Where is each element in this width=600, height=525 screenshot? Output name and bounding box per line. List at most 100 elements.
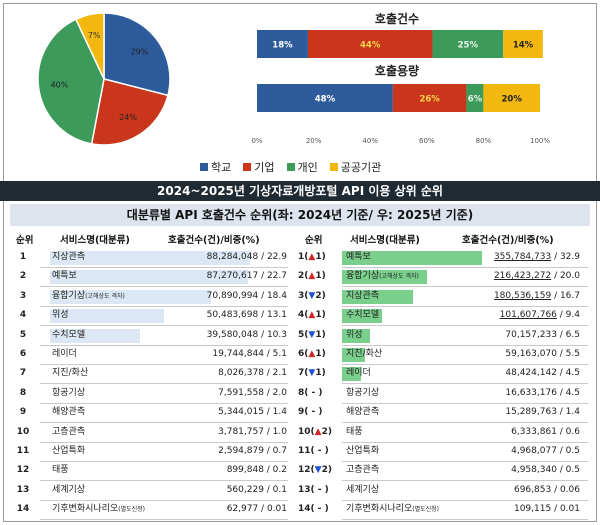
service-name: 수치모델 — [346, 310, 380, 321]
right-header-rank: 순위 — [305, 235, 323, 246]
bar-seg-1-1 — [392, 84, 467, 112]
call-count: 6,333,861 / 0.6 — [511, 426, 580, 437]
bar-seg-1-3 — [483, 84, 540, 112]
service-name: 항공기상 — [346, 387, 380, 398]
call-count: 70,890,994 / 18.4 — [206, 290, 287, 301]
pie-slice-0 — [103, 12, 171, 97]
rank: 2(▲1) — [298, 271, 326, 282]
legend-item-0: 학교 — [200, 159, 231, 175]
table-row: 7 지진/화산 8,026,378 / 2.1 — [10, 364, 290, 383]
x-tick-1: 20% — [306, 137, 322, 145]
call-count: 15,289,763 / 1.4 — [505, 407, 580, 418]
bar-label-1-0: 48% — [315, 95, 336, 105]
pie-label-1: 24% — [119, 113, 137, 122]
legend-swatch — [200, 163, 208, 171]
legend-item-1: 기업 — [243, 159, 275, 175]
service-name: 항공기상 — [52, 387, 86, 398]
bar-label-1-1: 26% — [419, 95, 440, 105]
table-row: 3(▼2) 지상관측 180,536,159 / 16.7 — [296, 287, 588, 306]
rank: 3(▼2) — [298, 290, 326, 301]
share-highlight — [342, 309, 382, 324]
rank: 10 — [16, 426, 30, 437]
service-name: 지상관측 — [346, 290, 380, 301]
table-row: 11 산업특화 2,594,879 / 0.7 — [10, 442, 290, 461]
table-row: 7(▼1) 레이더 48,424,142 / 4.5 — [296, 364, 588, 383]
bar-label-0-3: 14% — [513, 41, 534, 51]
share-highlight — [50, 289, 211, 304]
call-count: 355,784,733 / 32.9 — [493, 252, 580, 262]
row-divider — [342, 460, 588, 462]
share-highlight — [50, 328, 140, 343]
table-row: 11( - ) 산업특화 4,968,077 / 0.5 — [296, 442, 588, 461]
table-row: 13 세계기상 560,229 / 0.1 — [10, 481, 290, 500]
table-row: 10 고층관측 3,781,757 / 1.0 — [10, 423, 290, 442]
call-count: 48,424,142 / 4.5 — [505, 368, 580, 379]
bar-label-0-2: 25% — [458, 41, 479, 51]
x-tick-5: 100% — [530, 137, 550, 145]
call-count: 101,607,766 / 9.4 — [499, 310, 580, 321]
call-count: 109,115 / 0.01 — [513, 504, 580, 515]
service-name: 고층관측 — [52, 426, 86, 437]
rank-up-icon: ▲ — [308, 252, 316, 262]
call-count: 59,163,070 / 5.5 — [505, 349, 580, 359]
service-name: 수치모델 — [52, 329, 86, 340]
bar-seg-0-1 — [307, 30, 433, 58]
row-divider — [40, 286, 288, 288]
call-count: 3,781,757 / 1.0 — [218, 426, 287, 437]
row-divider — [40, 305, 288, 307]
rank-down-icon: ▼ — [314, 465, 322, 476]
row-divider — [342, 344, 588, 346]
service-name: 레이더 — [52, 349, 77, 359]
table-row: 2(▲1) 융합기상(고해상도 격자) 216,423,272 / 20.0 — [296, 267, 588, 286]
legend-item-3: 공공기관 — [329, 159, 381, 175]
table-row: 12(▼2) 고층관측 4,958,340 / 0.5 — [296, 461, 588, 480]
legend-label: 학교 — [211, 161, 232, 174]
share-highlight — [342, 251, 482, 265]
rank: 8 — [19, 387, 27, 398]
bar-seg-0-2 — [432, 30, 504, 58]
share-highlight — [342, 289, 414, 304]
rank: 11 — [16, 446, 30, 456]
table-title: 대분류별 API 호출건수 순위(좌: 2024년 기준/ 우: 2025년 기… — [10, 204, 590, 226]
call-count: 87,270,617 / 22.7 — [206, 271, 287, 282]
table-row: 8 항공기상 7,591,558 / 2.0 — [10, 384, 290, 403]
chart-legend: 학교 기업 개인 공공기관 — [200, 159, 381, 175]
pie-slice-3 — [74, 12, 105, 80]
share-highlight — [50, 251, 250, 265]
rank: 4 — [19, 310, 27, 321]
rank: 12 — [16, 465, 30, 476]
share-highlight — [50, 309, 165, 324]
rank: 13 — [16, 484, 30, 495]
rank-up-icon: ▲ — [308, 310, 316, 321]
banner-title: 2024~2025년 기상자료개방포털 API 이용 상위 순위 — [0, 181, 600, 201]
call-count: 19,744,844 / 5.1 — [212, 349, 287, 359]
row-divider — [40, 480, 288, 482]
table-row: 1 지상관측 88,284,048 / 22.9 — [10, 248, 290, 267]
service-name: 기후변화시나리오(별도신청) — [346, 504, 440, 515]
service-name: 융합기상(고해상도 격자) — [52, 290, 125, 301]
share-highlight — [342, 270, 428, 285]
bar-label-0-0: 18% — [272, 41, 293, 51]
service-name: 예특보 — [346, 252, 371, 262]
rank: 12(▼2) — [298, 465, 332, 476]
rank-down-icon: ▼ — [308, 368, 316, 379]
call-count: 39,580,048 / 10.3 — [206, 329, 287, 340]
row-divider — [40, 266, 288, 268]
rank-down-icon: ▼ — [308, 329, 316, 340]
table-row: 3 융합기상(고해상도 격자) 70,890,994 / 18.4 — [10, 287, 290, 306]
rank: 7 — [19, 368, 27, 379]
x-tick-0: 0% — [251, 137, 262, 145]
bar-seg-0-3 — [503, 30, 543, 58]
call-count: 50,483,698 / 13.1 — [206, 310, 287, 321]
pie-chart: 29% 24% 40% 7% — [37, 12, 171, 146]
call-count: 8,026,378 / 2.1 — [218, 368, 287, 379]
row-divider — [342, 402, 588, 404]
call-count: 7,591,558 / 2.0 — [218, 387, 287, 398]
row-divider — [342, 499, 588, 501]
service-name: 융합기상(고해상도 격자) — [346, 271, 419, 282]
service-name: 세계기상 — [346, 484, 380, 495]
row-divider — [342, 286, 588, 288]
bar-title-volume: 호출용량 — [374, 64, 420, 78]
table-row: 5 수치모델 39,580,048 / 10.3 — [10, 326, 290, 345]
bar-title-calls: 호출건수 — [374, 12, 420, 26]
